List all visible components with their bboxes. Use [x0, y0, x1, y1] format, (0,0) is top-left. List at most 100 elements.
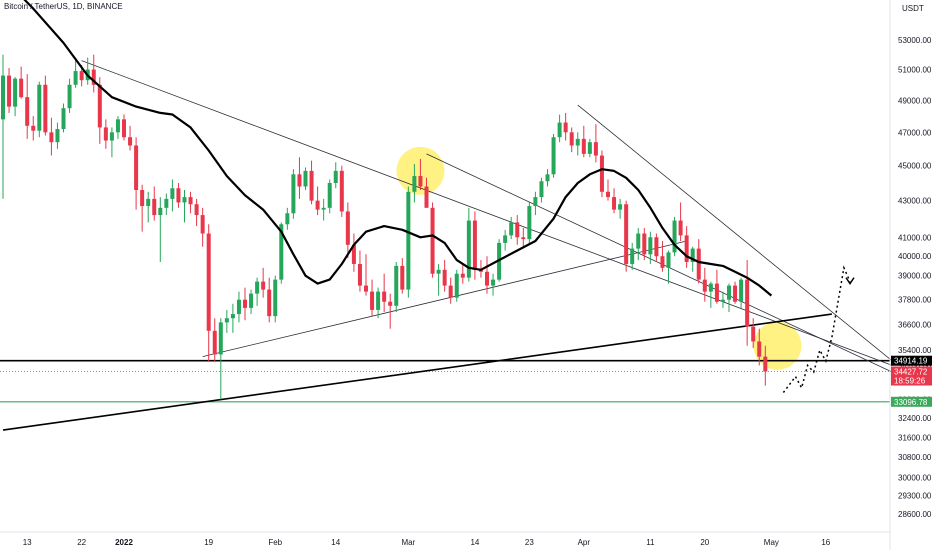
price-tick-label: 35400.00: [898, 346, 932, 355]
candle-body: [733, 285, 738, 302]
candle: [720, 291, 725, 308]
candle-body: [115, 119, 120, 133]
candle-body: [696, 248, 701, 280]
candle: [509, 216, 514, 240]
candle: [460, 263, 465, 284]
candle: [491, 273, 496, 296]
candle-body: [97, 84, 102, 128]
price-label-support: 34914.19: [891, 355, 932, 366]
candle-body: [654, 237, 659, 257]
candle-body: [412, 176, 417, 192]
candle: [630, 242, 635, 270]
price-tick-label: 36600.00: [898, 320, 932, 329]
candle-body: [103, 127, 108, 141]
candle-body: [109, 132, 114, 141]
candle: [563, 112, 568, 141]
time-tick-label: Apr: [578, 538, 591, 547]
candle: [236, 291, 241, 323]
candle: [243, 287, 247, 321]
candle-body: [364, 285, 368, 292]
candle: [593, 124, 598, 163]
candle: [19, 66, 24, 99]
candle: [400, 258, 405, 294]
price-tick-label: 28600.00: [898, 510, 932, 519]
candle-body: [146, 198, 151, 207]
candle-body: [7, 75, 12, 107]
candle-body: [545, 174, 550, 182]
candle-body: [279, 224, 284, 280]
candle: [345, 202, 350, 259]
price-tick-label: 37800.00: [898, 296, 932, 305]
candle-body: [690, 248, 695, 263]
candle: [176, 182, 181, 208]
candle-body: [303, 170, 308, 187]
candle-body: [212, 330, 217, 355]
candle-body: [339, 170, 344, 212]
candle: [388, 293, 393, 329]
candle: [1, 54, 5, 199]
candle: [182, 190, 187, 223]
price-label-text: 33096.78: [894, 398, 928, 407]
time-tick-label: Feb: [268, 538, 282, 547]
candle: [515, 215, 520, 245]
candle-body: [527, 206, 532, 240]
candle: [618, 198, 623, 219]
candle: [13, 77, 18, 117]
price-tick-label: 39000.00: [898, 272, 932, 281]
candle-body: [593, 142, 598, 156]
time-tick-label: 11: [646, 538, 655, 547]
price-tick-label: 32400.00: [898, 414, 932, 423]
candle-body: [575, 138, 580, 146]
candle-body: [515, 222, 520, 238]
candle: [309, 160, 314, 205]
candle-body: [751, 326, 756, 342]
candle: [430, 202, 435, 278]
candle-body: [218, 322, 223, 355]
candle-body: [236, 299, 241, 315]
candle-body: [418, 176, 423, 187]
candle: [7, 68, 12, 113]
candle: [466, 207, 471, 282]
candle: [134, 137, 139, 210]
price-tick-label: 30800.00: [898, 453, 932, 462]
candle-body: [13, 78, 18, 107]
candle-body: [739, 279, 744, 302]
currency-label: USDT: [902, 4, 924, 13]
candle: [315, 186, 320, 216]
candle: [412, 164, 417, 203]
candle-body: [122, 119, 126, 138]
candle: [763, 345, 768, 386]
price-label-bg: [891, 355, 932, 366]
candle-body: [394, 265, 399, 306]
trendline-4: [577, 104, 893, 362]
candle: [654, 233, 659, 263]
candle-body: [140, 190, 145, 207]
price-tick-label: 53000.00: [898, 36, 932, 45]
price-label-bg: [891, 396, 932, 407]
candle: [267, 277, 272, 323]
candle-body: [587, 142, 592, 154]
candle-body: [406, 191, 411, 290]
candle: [206, 224, 211, 362]
time-axis[interactable]: 13 22 2022 19 Feb 14 Mar 14 23 Apr 11 20 May 16: [23, 538, 831, 547]
candle-body: [684, 235, 689, 263]
candle: [73, 57, 78, 88]
candle: [333, 162, 338, 189]
candle: [370, 279, 375, 317]
candle: [382, 273, 387, 312]
candle: [394, 262, 399, 312]
candle-body: [128, 137, 133, 146]
candle: [109, 127, 114, 158]
candle: [424, 177, 429, 208]
candle-body: [460, 273, 465, 278]
candle: [539, 177, 544, 203]
candle: [442, 260, 447, 292]
price-tick-label: 34700.00: [898, 361, 932, 370]
candle-body: [466, 220, 471, 278]
candle-body: [581, 138, 586, 154]
candle: [291, 169, 296, 219]
candle-body: [285, 213, 290, 225]
candle: [158, 197, 163, 263]
